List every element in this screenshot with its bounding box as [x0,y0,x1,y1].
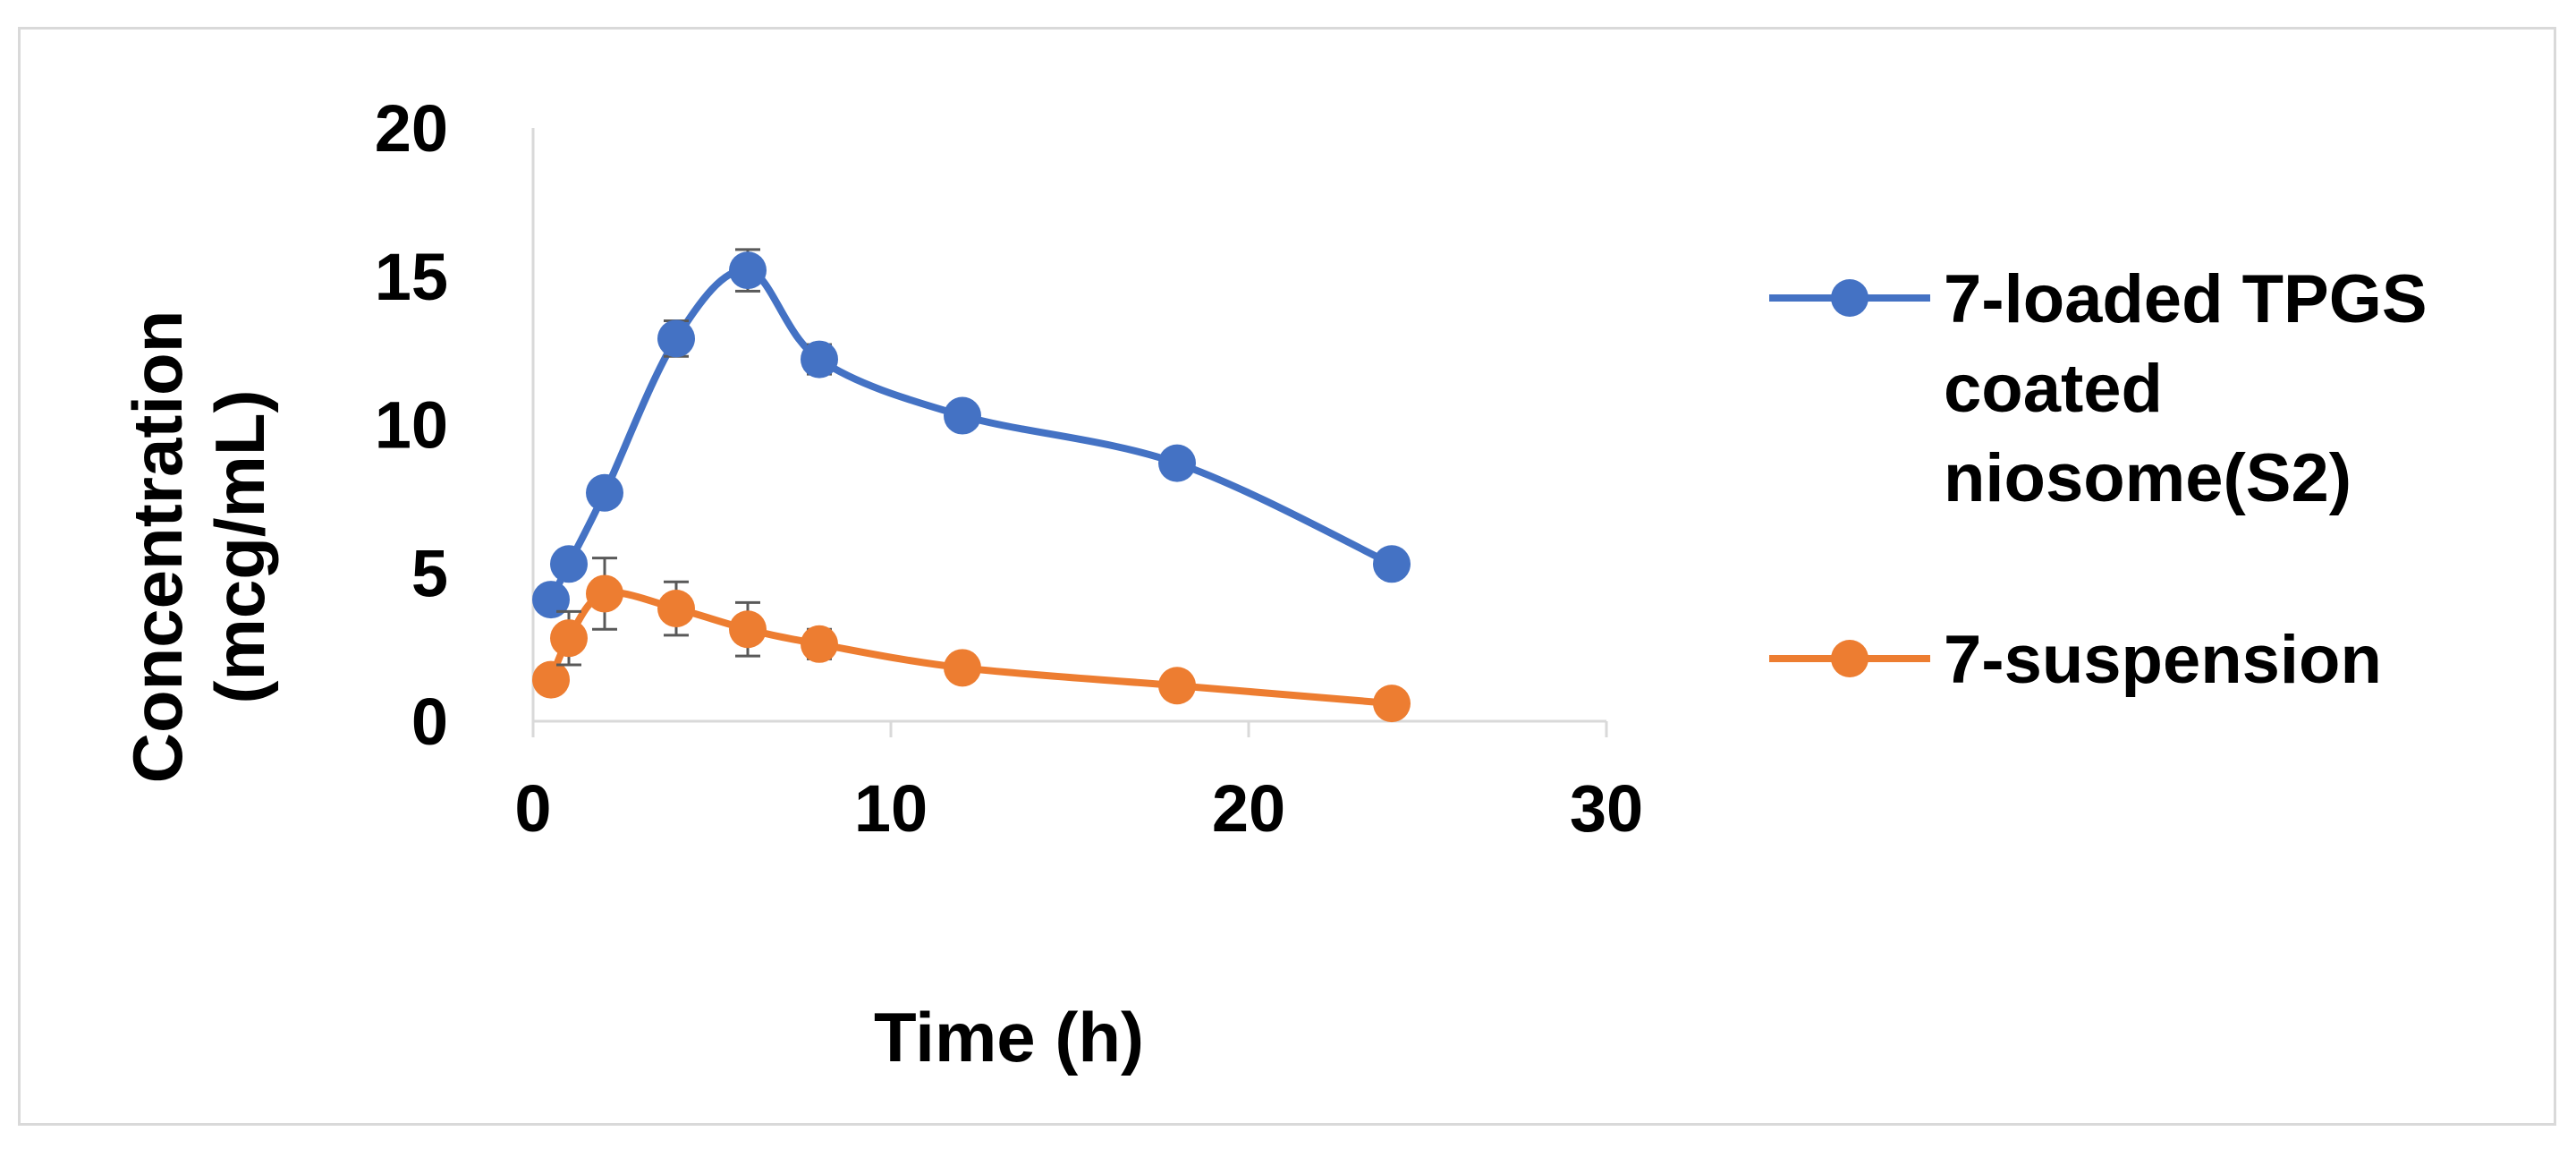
data-point [944,649,981,687]
data-point [532,660,570,699]
data-point [801,340,838,379]
data-point [1158,667,1196,705]
y-tick-label: 10 [375,388,448,463]
legend-marker [1831,279,1868,317]
line-chart: 0 10 20 30 0 5 10 15 20 7-loaded TPGS coated nioso… [118,91,2428,1076]
data-point [729,251,767,290]
legend-item-1: 7-loaded TPGS coated niosome(S2) [1769,261,2428,516]
data-point [944,396,981,435]
data-point [550,545,588,583]
plot-area [532,248,1411,723]
tick-labels: 0 10 20 30 0 5 10 15 20 [375,91,1643,846]
x-axis-title: Time (h) [874,998,1144,1076]
axes [531,128,1608,737]
legend: 7-loaded TPGS coated niosome(S2) 7-suspensi… [1769,261,2428,698]
y-axis-title-line: (mcg/mL) [200,390,279,704]
legend-label: 7-loaded TPGS [1944,261,2428,337]
data-point [657,590,695,628]
x-tick-label: 20 [1212,771,1285,846]
data-point [729,610,767,649]
legend-marker [1831,640,1868,677]
data-point [657,319,695,358]
y-tick-label: 20 [375,91,448,166]
legend-label: niosome(S2) [1944,440,2351,516]
data-point [801,625,838,663]
x-tick-label: 0 [514,771,551,846]
data-point [586,473,623,512]
y-axis-title-line: Concentration [118,311,197,784]
x-tick-label: 10 [854,771,928,846]
x-tick-label: 30 [1570,771,1643,846]
series-1 [532,248,1411,619]
data-point [532,581,570,619]
chart-frame: 0 10 20 30 0 5 10 15 20 7-loaded TPGS coated nioso… [18,27,2556,1126]
data-point [586,574,623,613]
data-point [550,619,588,658]
y-axis-title: Concentration (mcg/mL) [118,311,279,784]
data-point [1158,444,1196,482]
y-tick-label: 5 [411,536,448,610]
legend-label: coated [1944,351,2163,427]
y-tick-label: 15 [375,240,448,314]
data-point [1373,685,1411,723]
series-2 [532,557,1411,723]
legend-label: 7-suspension [1944,622,2382,698]
data-point [1373,545,1411,583]
y-tick-label: 0 [411,685,448,759]
legend-item-2: 7-suspension [1769,622,2382,698]
